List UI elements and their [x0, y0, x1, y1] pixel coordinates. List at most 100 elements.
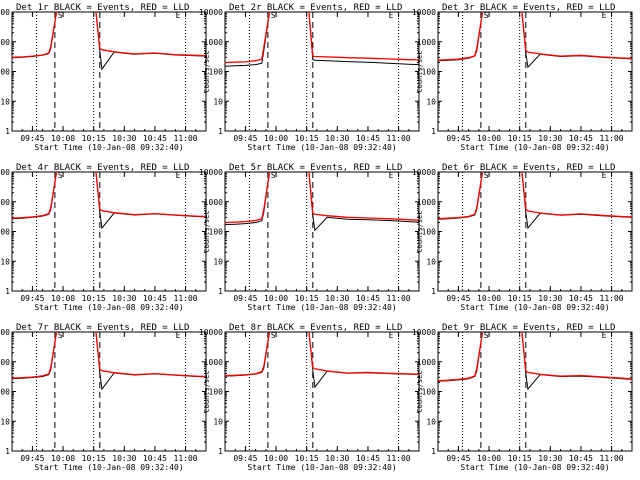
y-tick-label: 10: [426, 417, 436, 426]
start-marker-label: S: [484, 171, 489, 180]
x-tick-label: 11:00: [387, 294, 411, 303]
y-tick-label: 10000: [412, 328, 436, 337]
start-marker-label: S: [58, 11, 63, 20]
x-tick-label: 11:00: [600, 454, 624, 463]
x-tick-label: 10:00: [477, 134, 501, 143]
x-tick-label: 10:45: [356, 134, 380, 143]
plot-frame: [11, 171, 207, 292]
x-axis-label: Start Time (10-Jan-08 09:32:40): [247, 143, 396, 152]
y-tick-label: 100: [209, 68, 224, 77]
x-tick-label: 09:45: [446, 294, 470, 303]
x-axis-label: Start Time (10-Jan-08 09:32:40): [460, 303, 609, 312]
x-tick-label: 10:45: [143, 454, 167, 463]
start-marker-label: S: [271, 11, 276, 20]
x-tick-label: 11:00: [174, 294, 198, 303]
y-tick-label: 10: [213, 257, 223, 266]
plot-frame: [437, 11, 633, 132]
end-marker-label: E: [602, 331, 607, 340]
x-tick-label: 09:45: [233, 454, 257, 463]
x-tick-label: 10:30: [538, 294, 562, 303]
x-tick-label: 10:45: [356, 454, 380, 463]
y-tick-label: 10: [0, 97, 10, 106]
plot-title: Det 8r BLACK = Events, RED = LLD: [229, 323, 402, 333]
x-tick-label: 09:45: [233, 294, 257, 303]
detector-plot-2: Det 2r BLACK = Events, RED = LLD 1 10 100 10…: [199, 3, 420, 152]
x-tick-label: 10:15: [508, 294, 532, 303]
y-tick-label: 10: [0, 257, 10, 266]
x-tick-label: 10:00: [264, 454, 288, 463]
y-axis-label: Counts/sec: [203, 50, 211, 92]
end-marker-label: E: [389, 11, 394, 20]
x-axis-label: Start Time (10-Jan-08 09:32:40): [34, 303, 183, 312]
y-axis-label: Counts/sec: [203, 210, 211, 252]
x-tick-label: 10:00: [51, 294, 75, 303]
start-marker-label: S: [484, 331, 489, 340]
x-tick-label: 09:45: [446, 454, 470, 463]
y-tick-label: 1: [431, 127, 436, 136]
y-tick-label: 1000: [417, 38, 436, 47]
x-tick-label: 11:00: [174, 134, 198, 143]
x-tick-label: 09:45: [20, 294, 44, 303]
start-marker-label: S: [271, 171, 276, 180]
plot-frame: [224, 331, 420, 452]
end-marker-label: E: [176, 11, 181, 20]
x-tick-label: 10:30: [538, 134, 562, 143]
plot-title: Det 9r BLACK = Events, RED = LLD: [442, 323, 615, 333]
end-marker-label: E: [389, 171, 394, 180]
x-axis-label: Start Time (10-Jan-08 09:32:40): [247, 303, 396, 312]
y-tick-label: 100: [422, 388, 437, 397]
series-line-lld: [225, 12, 419, 64]
x-tick-label: 10:00: [51, 134, 75, 143]
plot-title: Det 3r BLACK = Events, RED = LLD: [442, 3, 615, 13]
x-tick-label: 10:30: [112, 134, 136, 143]
y-tick-label: 10000: [0, 168, 10, 177]
series-line-lld: [12, 12, 206, 58]
end-marker-label: E: [602, 171, 607, 180]
x-tick-label: 11:00: [600, 294, 624, 303]
x-tick-label: 10:15: [82, 134, 106, 143]
y-axis-label: Counts/sec: [416, 370, 424, 412]
y-tick-label: 1: [431, 287, 436, 296]
start-marker-label: S: [58, 171, 63, 180]
y-tick-label: 1000: [0, 198, 10, 207]
y-tick-label: 1000: [417, 358, 436, 367]
plot-title: Det 2r BLACK = Events, RED = LLD: [229, 3, 402, 13]
x-tick-label: 10:30: [325, 134, 349, 143]
plot-title: Det 1r BLACK = Events, RED = LLD: [16, 3, 189, 13]
y-axis-label: Counts/sec: [203, 370, 211, 412]
x-tick-label: 10:15: [295, 134, 319, 143]
y-tick-label: 10000: [412, 8, 436, 17]
plot-frame: [224, 11, 420, 132]
y-tick-label: 10: [213, 97, 223, 106]
x-tick-label: 10:30: [112, 294, 136, 303]
x-tick-label: 10:45: [569, 454, 593, 463]
x-axis-label: Start Time (10-Jan-08 09:32:40): [34, 143, 183, 152]
plot-frame: [437, 331, 633, 452]
plot-frame: [437, 171, 633, 292]
y-tick-label: 10000: [199, 168, 223, 177]
plot-frame: [224, 171, 420, 292]
y-tick-label: 100: [422, 228, 437, 237]
x-tick-label: 10:15: [295, 454, 319, 463]
x-tick-label: 10:45: [569, 294, 593, 303]
x-axis-label: Start Time (10-Jan-08 09:32:40): [460, 463, 609, 472]
y-tick-label: 1: [218, 447, 223, 456]
y-axis-label: Counts/sec: [416, 210, 424, 252]
y-tick-label: 10000: [412, 168, 436, 177]
start-marker-label: S: [58, 331, 63, 340]
detector-plot-5: Det 5r BLACK = Events, RED = LLD 1 10 100 10…: [199, 163, 420, 312]
y-tick-label: 10: [426, 257, 436, 266]
detector-plot-3: Det 3r BLACK = Events, RED = LLD 1 10 100 10…: [412, 3, 633, 152]
detector-plot-9: Det 9r BLACK = Events, RED = LLD 1 10 100 10…: [412, 323, 633, 472]
plot-frame: [11, 331, 207, 452]
end-marker-label: E: [176, 331, 181, 340]
x-tick-label: 10:15: [295, 294, 319, 303]
x-axis-label: Start Time (10-Jan-08 09:32:40): [34, 463, 183, 472]
y-tick-label: 1: [5, 447, 10, 456]
detector-plot-4: Det 4r BLACK = Events, RED = LLD 1 10 100 10…: [0, 163, 207, 312]
x-tick-label: 10:00: [264, 294, 288, 303]
y-tick-label: 10: [426, 97, 436, 106]
x-tick-label: 10:45: [569, 134, 593, 143]
y-tick-label: 100: [0, 68, 10, 77]
